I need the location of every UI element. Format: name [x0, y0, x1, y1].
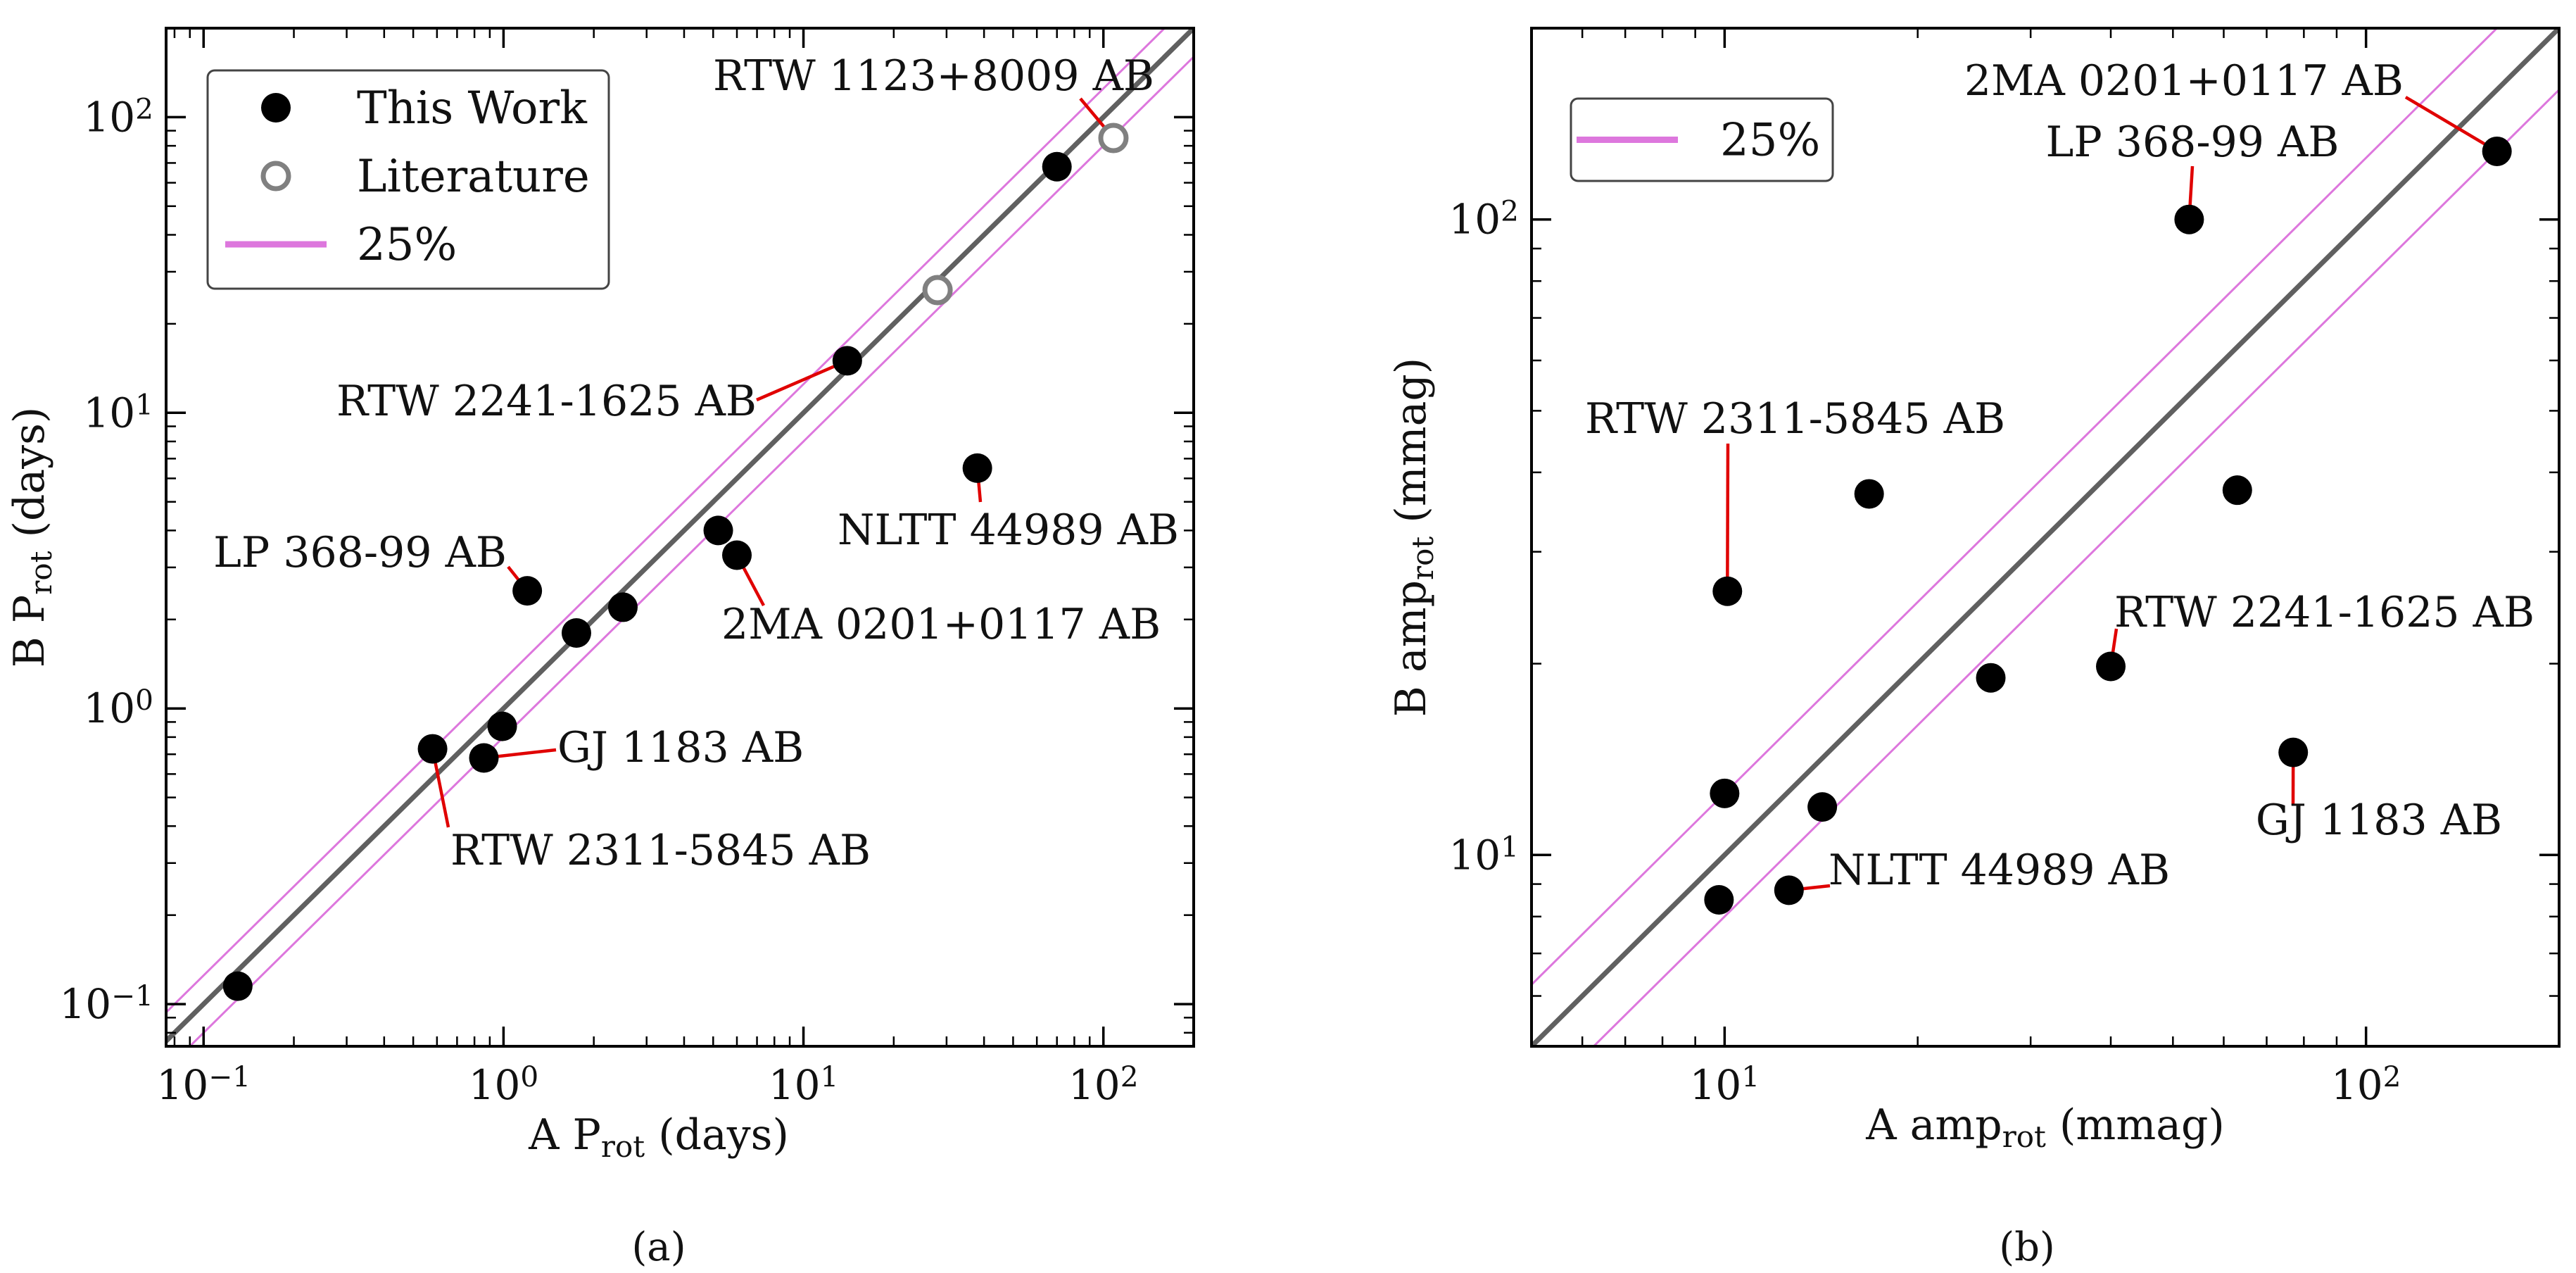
legend: 25%: [1570, 97, 1834, 182]
plot-frame: [165, 27, 1195, 1048]
legend-box: [206, 69, 610, 290]
axis-ticks: [1532, 28, 2559, 1046]
data-point: [962, 453, 992, 483]
upper-25pct-line: [166, 28, 1166, 1014]
data-point: [487, 711, 517, 741]
annotation-leader-line: [1726, 443, 1730, 591]
legend-box: [1570, 97, 1834, 182]
x-axis-label: A amprot (mmag): [1865, 1100, 2225, 1154]
data-point: [512, 576, 543, 606]
annotation-label: LP 368-99 AB: [2046, 118, 2340, 167]
data-point: [469, 743, 499, 773]
annotation-label: RTW 2311-5845 AB: [450, 826, 871, 875]
data-point: [417, 734, 448, 764]
data-point: [1976, 663, 2006, 693]
legend: This Work Literature 25%: [206, 69, 610, 290]
data-point: [2482, 136, 2512, 166]
annotation-label: RTW 2311-5845 AB: [1585, 394, 2005, 444]
chart-panel-b: 101 102 101 102 A amprot (mmag) B amprot (mma…: [1387, 27, 2561, 1270]
annotation-leader-line: [2404, 96, 2498, 153]
lower-25pct-line: [188, 55, 1194, 1046]
lower-25pct-line: [1592, 88, 2559, 1046]
y-tick-label: 102: [1448, 194, 1519, 243]
legend-label: 25%: [357, 219, 457, 271]
one-to-one-line: [1532, 28, 2559, 1046]
data-point: [2174, 204, 2204, 234]
data-point: [561, 618, 591, 648]
data-point-open: [1098, 123, 1129, 153]
data-point: [1704, 884, 1734, 915]
upper-25pct-line: [1532, 28, 2499, 986]
y-axis-label: B Prot (days): [5, 407, 58, 668]
panel-caption: (a): [631, 1224, 686, 1270]
annotations: 2MA 0201+0117 AB LP 368-99 AB RTW 2311-584…: [1585, 56, 2534, 895]
data-point: [1807, 792, 1838, 822]
x-tick-label: 102: [1068, 1060, 1139, 1109]
annotation-leader-line: [756, 359, 848, 402]
data-point: [1710, 778, 1740, 808]
x-tick-label: 10−1: [156, 1060, 251, 1109]
data-point: [2096, 651, 2126, 682]
data-point: [1712, 576, 1743, 606]
annotation-label: GJ 1183 AB: [557, 723, 804, 772]
annotation-label: GJ 1183 AB: [2256, 796, 2502, 845]
plot-frame: [1530, 27, 2561, 1048]
x-axis-label: A Prot (days): [528, 1110, 789, 1164]
annotations: RTW 1123+8009 AB RTW 2241-1625 AB NLTT 449…: [213, 51, 1179, 875]
annotation-label: RTW 1123+8009 AB: [713, 51, 1154, 101]
one-to-one-line: [166, 28, 1194, 1045]
y-tick-label: 101: [83, 387, 153, 437]
x-tick-label: 102: [2331, 1060, 2401, 1109]
legend-label: This Work: [357, 82, 588, 134]
series-this-work: [222, 151, 1072, 1001]
annotation-label: RTW 2241-1625 AB: [2114, 588, 2534, 637]
annotation-label: NLTT 44989 AB: [838, 506, 1179, 555]
data-point: [1042, 151, 1072, 182]
x-tick-label: 101: [1690, 1060, 1760, 1109]
annotation-label: 2MA 0201+0117 AB: [1964, 56, 2404, 106]
y-tick-label: 102: [83, 92, 153, 141]
legend-label: 25%: [1720, 115, 1820, 167]
series-literature: [922, 123, 1129, 306]
data-point: [832, 346, 862, 376]
axis-ticks: [166, 28, 1194, 1046]
data-point: [222, 971, 253, 1001]
data-point: [703, 515, 733, 546]
annotation-label: 2MA 0201+0117 AB: [721, 600, 1161, 649]
data-point-open: [922, 275, 953, 306]
data-point: [1774, 875, 1804, 905]
data-point: [722, 540, 752, 570]
legend-marker-filled: [261, 93, 291, 123]
data-point: [2222, 475, 2252, 506]
reference-lines: [166, 28, 1194, 1046]
panel-caption: (b): [1999, 1224, 2055, 1270]
y-axis-label: B amprot (mmag): [1387, 358, 1440, 717]
data-point: [2278, 737, 2309, 767]
chart-panel-a: 10−1 100 101 102 10−1 100 101 102 A Prot (days) B…: [5, 27, 1195, 1270]
series-this-work: [1704, 136, 2512, 915]
data-point: [607, 592, 638, 622]
y-tick-label: 100: [83, 683, 153, 732]
annotation-label: RTW 2241-1625 AB: [336, 377, 757, 426]
legend-marker-open: [260, 161, 291, 192]
x-tick-label: 100: [469, 1060, 539, 1109]
annotation-label: NLTT 44989 AB: [1829, 846, 2170, 895]
y-tick-label: 101: [1448, 829, 1519, 879]
legend-label: Literature: [357, 151, 590, 203]
data-point: [1854, 479, 1884, 509]
annotation-label: LP 368-99 AB: [213, 528, 507, 577]
x-tick-label: 101: [769, 1060, 839, 1109]
y-tick-label: 10−1: [59, 979, 153, 1028]
reference-lines: [1532, 28, 2559, 1046]
